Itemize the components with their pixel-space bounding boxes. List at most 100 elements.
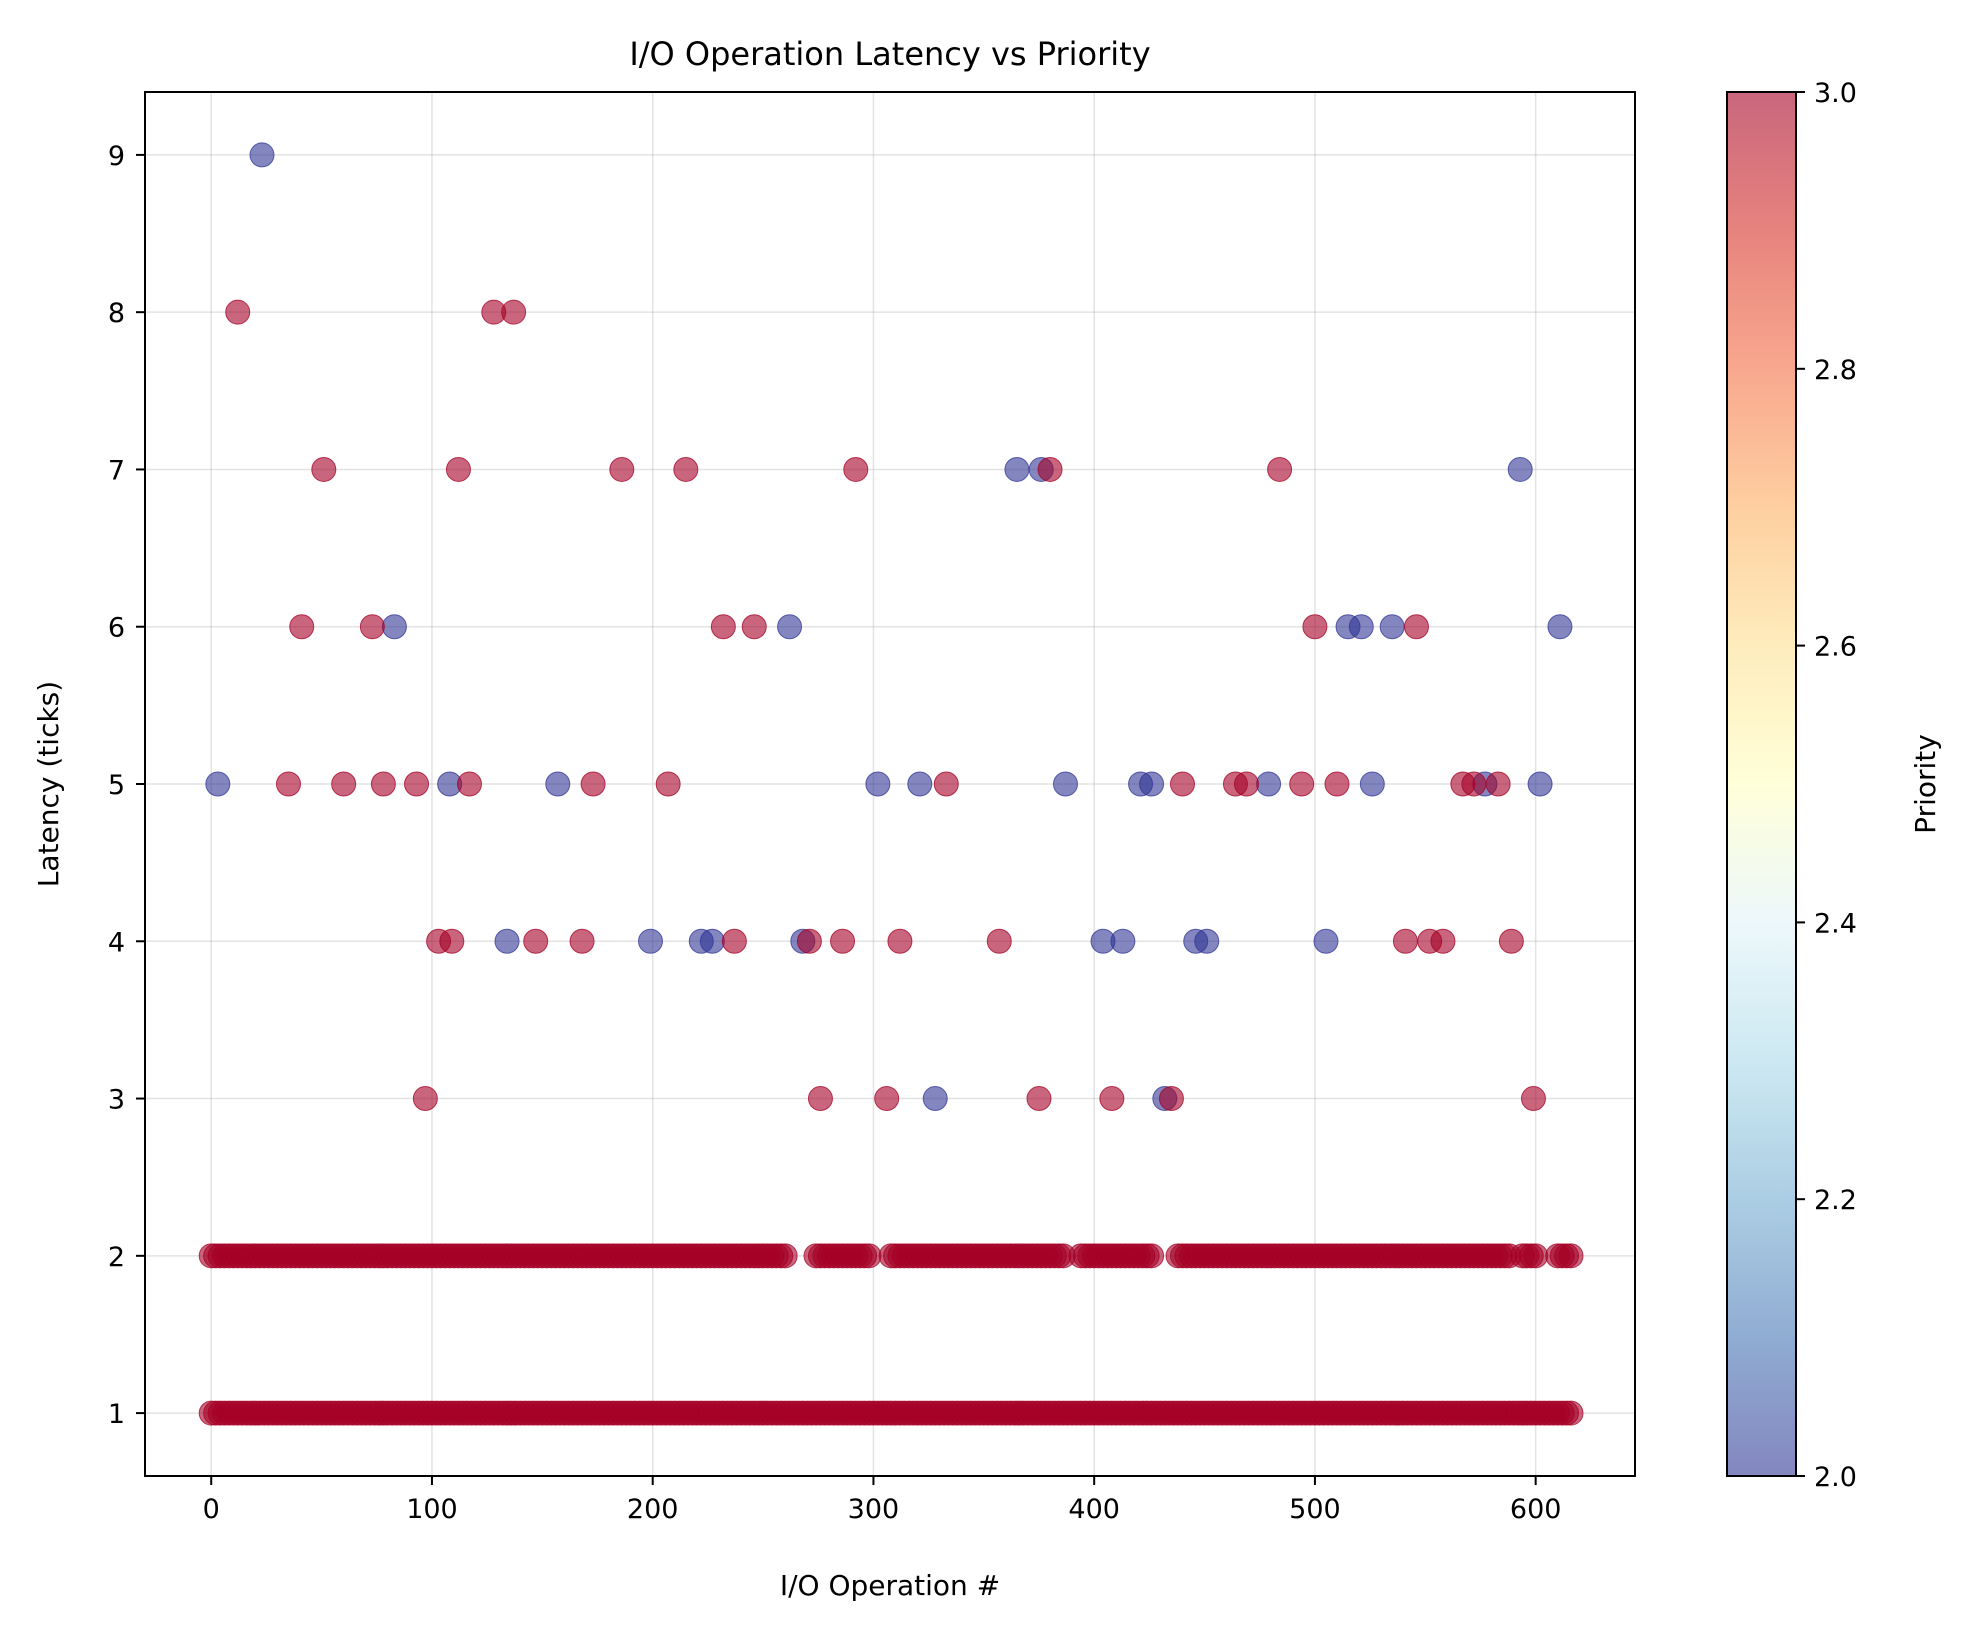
y-tick-label: 1	[108, 1399, 125, 1430]
y-tick-label: 6	[108, 613, 125, 644]
data-point	[933, 771, 959, 797]
data-point	[1527, 771, 1553, 797]
data-point	[856, 1243, 882, 1269]
data-point	[404, 771, 430, 797]
data-point	[381, 614, 407, 640]
y-tick-label: 8	[108, 298, 125, 329]
data-point	[359, 614, 385, 640]
data-point	[501, 299, 527, 325]
colorbar-tick-label: 2.0	[1814, 1462, 1857, 1493]
data-point	[1430, 928, 1456, 954]
x-tick-label: 200	[627, 1494, 679, 1525]
data-point	[1158, 1086, 1184, 1112]
data-point	[523, 928, 549, 954]
data-point	[1026, 1086, 1052, 1112]
x-tick-label: 100	[406, 1494, 458, 1525]
data-point	[1267, 456, 1293, 482]
data-point	[1485, 771, 1511, 797]
colorbar-tick-label: 2.4	[1814, 908, 1857, 939]
data-point	[699, 928, 725, 954]
data-point	[331, 771, 357, 797]
data-point	[830, 928, 856, 954]
data-point	[311, 456, 337, 482]
data-point	[249, 142, 275, 168]
data-point	[637, 928, 663, 954]
x-tick-label: 600	[1510, 1494, 1562, 1525]
colorbar-label: Priority	[1909, 734, 1942, 834]
data-point	[986, 928, 1012, 954]
data-point	[1302, 614, 1328, 640]
data-point	[1348, 614, 1374, 640]
data-point	[275, 771, 301, 797]
y-tick-label: 2	[108, 1242, 125, 1273]
data-point	[1324, 771, 1350, 797]
data-point	[843, 456, 869, 482]
data-point	[1461, 771, 1487, 797]
data-point	[205, 771, 231, 797]
data-point	[289, 614, 315, 640]
y-axis-ticks: 1 2 3 4 5 6 7 8 9	[108, 141, 145, 1430]
data-point	[1523, 1243, 1549, 1269]
data-point	[1379, 614, 1405, 640]
colorbar-tick-label: 2.2	[1814, 1185, 1857, 1216]
data-point	[807, 1086, 833, 1112]
data-point	[439, 928, 465, 954]
data-point	[445, 456, 471, 482]
data-point	[1403, 614, 1429, 640]
y-tick-label: 5	[108, 770, 125, 801]
data-point	[1139, 771, 1165, 797]
data-point	[456, 771, 482, 797]
colorbar-frame	[1726, 91, 1797, 1477]
data-point	[580, 771, 606, 797]
data-point	[922, 1086, 948, 1112]
data-point	[1099, 1086, 1125, 1112]
data-point	[1169, 771, 1195, 797]
data-point	[1289, 771, 1315, 797]
data-point	[865, 771, 891, 797]
x-tick-label: 500	[1289, 1494, 1341, 1525]
colorbar: 2.0 2.2 2.4 2.6 2.8 3.0 Priority	[1726, 78, 1942, 1493]
data-point	[569, 928, 595, 954]
data-point	[1392, 928, 1418, 954]
data-point	[907, 771, 933, 797]
chart-title: I/O Operation Latency vs Priority	[629, 35, 1150, 73]
data-point	[741, 614, 767, 640]
colorbar-tick-label: 2.8	[1814, 355, 1857, 386]
data-point	[412, 1086, 438, 1112]
data-point	[1507, 456, 1533, 482]
data-point	[887, 928, 913, 954]
data-point	[655, 771, 681, 797]
data-point	[545, 771, 571, 797]
colorbar-gradient	[1727, 92, 1796, 1476]
data-point	[777, 614, 803, 640]
x-tick-label: 300	[848, 1494, 900, 1525]
data-point	[1520, 1086, 1546, 1112]
x-tick-label: 400	[1068, 1494, 1120, 1525]
data-point	[1359, 771, 1385, 797]
y-tick-label: 9	[108, 141, 125, 172]
data-point	[225, 299, 251, 325]
data-point	[1052, 771, 1078, 797]
x-tick-label: 0	[203, 1494, 220, 1525]
dense-point-rows	[198, 1243, 1584, 1426]
y-tick-label: 4	[108, 927, 125, 958]
data-point	[721, 928, 747, 954]
data-points	[205, 142, 1573, 1112]
data-point	[710, 614, 736, 640]
colorbar-tick-label: 2.6	[1814, 632, 1857, 663]
data-point	[874, 1086, 900, 1112]
x-axis-label: I/O Operation #	[780, 1569, 1000, 1602]
x-axis-ticks: 0 100 200 300 400 500 600	[203, 1476, 1562, 1525]
data-point	[1313, 928, 1339, 954]
data-point	[1194, 928, 1220, 954]
data-point	[1110, 928, 1136, 954]
data-point	[1004, 456, 1030, 482]
colorbar-ticks: 2.0 2.2 2.4 2.6 2.8 3.0	[1796, 78, 1857, 1493]
data-point	[1037, 456, 1063, 482]
y-tick-label: 7	[108, 455, 125, 486]
data-point	[1233, 771, 1259, 797]
data-point	[370, 771, 396, 797]
y-tick-label: 3	[108, 1085, 125, 1116]
data-point	[1547, 614, 1573, 640]
